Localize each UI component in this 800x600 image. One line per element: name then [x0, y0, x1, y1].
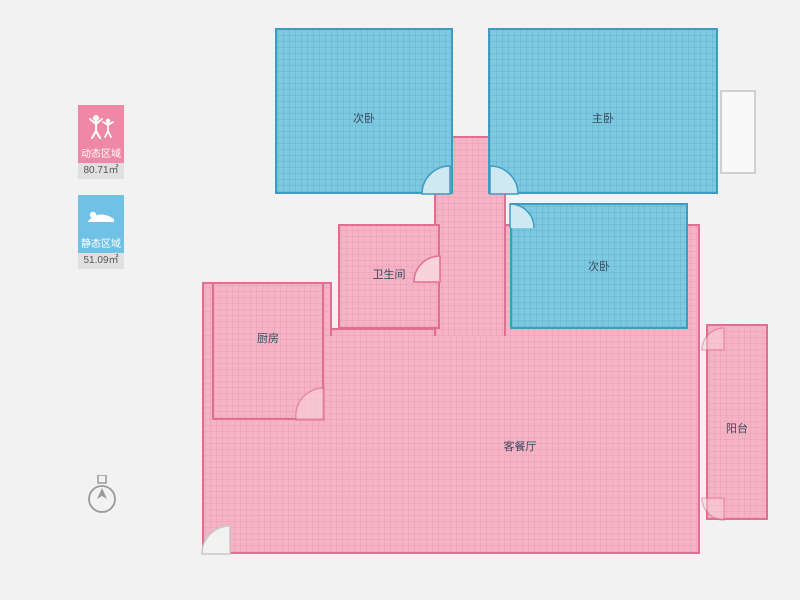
- people-icon: [78, 105, 124, 147]
- legend-dynamic: 动态区域 80.71㎡: [78, 105, 124, 179]
- legend-dynamic-value: 80.71㎡: [78, 163, 124, 179]
- floor-plan: 次卧 主卧 次卧 卫生间 厨房 客餐厅 阳台: [190, 28, 780, 566]
- exterior-ledge: [720, 90, 756, 174]
- sleep-icon: [78, 195, 124, 237]
- room-kitchen: [212, 282, 324, 420]
- legend-panel: 动态区域 80.71㎡ 静态区域 51.09㎡: [78, 105, 128, 285]
- label-bedroom2a: 次卧: [353, 110, 375, 126]
- legend-static: 静态区域 51.09㎡: [78, 195, 124, 269]
- label-bath: 卫生间: [373, 266, 406, 282]
- label-bedroom2b: 次卧: [588, 258, 610, 274]
- legend-dynamic-label: 动态区域: [78, 147, 124, 163]
- label-kitchen: 厨房: [257, 330, 279, 346]
- label-balcony: 阳台: [726, 420, 748, 436]
- label-living: 客餐厅: [504, 438, 537, 454]
- label-master: 主卧: [592, 110, 614, 126]
- legend-static-value: 51.09㎡: [78, 253, 124, 269]
- legend-static-label: 静态区域: [78, 237, 124, 253]
- compass-icon: [85, 475, 119, 520]
